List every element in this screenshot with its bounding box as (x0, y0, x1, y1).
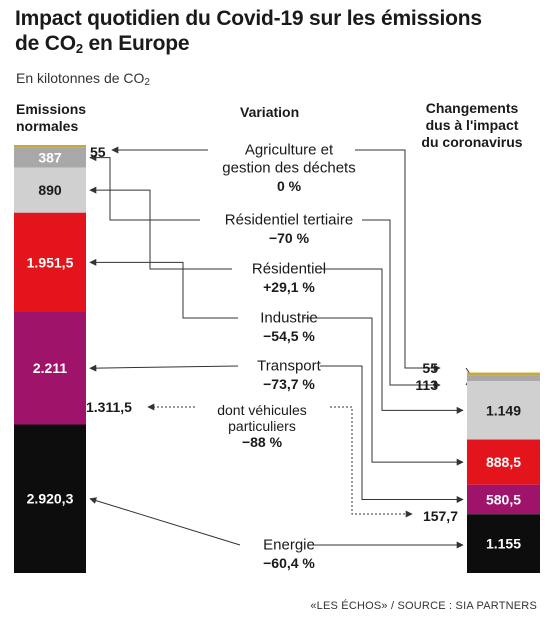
covid-emissions-bar (467, 372, 540, 573)
connector-residentiel-left (89, 186, 232, 270)
variation-percent-energie: −60,4 % (263, 555, 315, 571)
variation-percent-residentiel: +29,1 % (263, 279, 315, 295)
variation-name-vehicles: dont véhicules (217, 402, 307, 418)
variation-name-tertiaire: Résidentiel tertiaire (225, 212, 353, 229)
chart-subtitle: En kilotonnes de CO2 (16, 70, 150, 88)
connector-tertiaire-left (89, 154, 200, 221)
value-after-agriculture: 55 (422, 360, 438, 376)
bar-segment-industrie-after (467, 439, 540, 485)
value-before-residentiel: 890 (38, 182, 62, 198)
variation-percent-transport: −73,7 % (263, 376, 315, 392)
variation-name-agriculture: gestion des déchets (222, 160, 355, 177)
right-column-header-line: du coronavirus (421, 134, 523, 150)
variation-name-agriculture: Agriculture et (245, 142, 334, 159)
connector-industrie-left (89, 258, 238, 319)
bar-segment-tertiaire-after (467, 375, 540, 382)
chart-subtitle-subscript: 2 (144, 77, 150, 88)
value-after-tertiaire: 113 (415, 377, 438, 393)
connector-transport-right (320, 365, 464, 503)
value-before-vehicles: 1.311,5 (86, 399, 132, 415)
chart-title-line-2: de CO2 en Europe (15, 31, 535, 61)
right-column-header-line: Changements (425, 100, 519, 116)
connector-tertiaire-right (362, 219, 441, 389)
bar-segment-transport-after (467, 484, 540, 515)
value-before-transport: 2.211 (33, 360, 67, 376)
value-before-tertiaire: 387 (38, 150, 62, 166)
chart-title-subscript: 2 (75, 41, 83, 56)
variation-name-vehicles: particuliers (228, 418, 296, 434)
connector-energie-left (89, 497, 241, 546)
bar-segment-industrie-before (14, 212, 86, 313)
connector-agriculture-right (355, 149, 441, 372)
variation-name-industrie: Industrie (260, 310, 318, 327)
value-after-transport: 580,5 (486, 491, 521, 507)
value-after-residentiel: 1.149 (486, 402, 521, 418)
connector-group (89, 146, 471, 549)
chart-title-prefix: de CO (15, 32, 76, 55)
connector-industrie-right (303, 317, 464, 466)
value-after-industrie: 888,5 (486, 454, 521, 470)
left-column-header: Emissions normales (16, 101, 86, 135)
bar-segment-agriculture-after (467, 372, 540, 376)
value-before-energie: 2.920,3 (27, 491, 74, 507)
variation-percent-agriculture: 0 % (277, 178, 302, 194)
value-before-industrie: 1.951,5 (27, 254, 74, 270)
bar-segment-agriculture-before (14, 145, 86, 148)
variation-percent-vehicles: −88 % (242, 434, 283, 450)
bar-segment-transport-before (14, 312, 86, 425)
variation-percent-tertiaire: −70 % (269, 230, 310, 246)
bar-segment-energie-before (14, 424, 86, 573)
connector-transport-left (89, 364, 239, 372)
value-after-energie: 1.155 (486, 536, 521, 552)
left-column-header-line: Emissions (16, 101, 87, 117)
chart-subtitle-prefix: En kilotonnes de CO (16, 70, 145, 86)
variation-name-residentiel: Résidentiel (252, 261, 326, 278)
middle-column-header: Variation (240, 104, 300, 120)
normal-emissions-bar (14, 145, 86, 573)
bar-segment-tertiaire-before (14, 147, 86, 168)
bar-segment-residentiel-before (14, 167, 86, 213)
chart-title-line-1: Impact quotidien du Covid-19 sur les émi… (15, 7, 482, 30)
chart-title-suffix: en Europe (82, 32, 190, 55)
right-column-header-line: dus à l'impact (425, 117, 519, 133)
connector-residentiel-right (318, 268, 464, 414)
value-after-vehicles: 157,7 (423, 508, 458, 524)
variation-name-energie: Energie (263, 537, 315, 554)
variation-percent-industrie: −54,5 % (263, 328, 315, 344)
right-column-header: Changements dus à l'impact du coronaviru… (404, 100, 540, 151)
source-credit: «LES ÉCHOS» / SOURCE : SIA PARTNERS (310, 600, 537, 612)
bar-segment-residentiel-after (467, 381, 540, 440)
variation-name-transport: Transport (257, 358, 321, 375)
chart-title: Impact quotidien du Covid-19 sur les émi… (15, 6, 535, 61)
connector-vehicles-right (330, 406, 413, 518)
left-column-header-line: normales (16, 118, 79, 134)
value-before-agriculture: 55 (90, 144, 106, 160)
bar-segment-energie-after (467, 514, 540, 573)
